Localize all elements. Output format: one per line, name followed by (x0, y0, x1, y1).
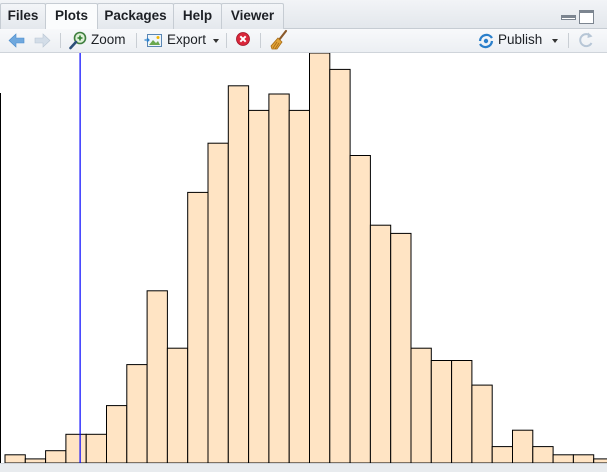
histogram-bar (410, 347, 432, 463)
pane-bottom-edge (0, 463, 607, 472)
tab-help[interactable]: Help (173, 3, 222, 29)
zoom-icon (69, 31, 87, 50)
export-label: Export (167, 32, 207, 47)
histogram-bar (349, 155, 371, 463)
histogram-bar (166, 347, 189, 463)
plots-toolbar: Zoom Export Publish (0, 29, 607, 53)
histogram-bar (288, 109, 311, 463)
histogram-bar (65, 433, 87, 463)
toolbar-divider (60, 33, 61, 48)
tab-plots[interactable]: Plots (45, 3, 98, 30)
histogram-bar (552, 454, 574, 463)
histogram-bar (451, 360, 473, 463)
histogram-bar (532, 446, 554, 463)
minimize-pane-button[interactable] (561, 15, 576, 20)
histogram-bar (369, 224, 392, 463)
chevron-down-icon (213, 39, 219, 43)
histogram-bar (227, 85, 250, 463)
histogram-bar (309, 53, 331, 463)
histogram-bar (512, 429, 534, 463)
histogram-bar (106, 405, 128, 463)
arrow-right-icon (34, 33, 51, 48)
publish-icon (478, 33, 494, 49)
histogram-bar (572, 454, 595, 463)
pane-tab-strip: Files Plots Packages Help Viewer (0, 0, 607, 30)
refresh-icon (579, 32, 593, 48)
histogram-bar (471, 384, 493, 463)
tab-viewer[interactable]: Viewer (221, 3, 284, 29)
arrow-left-icon (8, 33, 25, 48)
histogram-bar (126, 364, 148, 463)
toolbar-divider (260, 33, 261, 48)
histogram-bar (45, 450, 67, 463)
forward-button[interactable] (33, 29, 53, 52)
remove-plot-icon (236, 32, 250, 46)
histogram-bar (390, 232, 412, 463)
histogram-bar (207, 142, 229, 463)
chevron-down-icon (552, 39, 558, 43)
histogram-bar (329, 68, 351, 463)
back-button[interactable] (6, 29, 26, 52)
publish-label: Publish (498, 32, 543, 47)
toolbar-divider (136, 33, 137, 48)
histogram-bar (248, 109, 270, 463)
toolbar-divider (568, 33, 569, 48)
maximize-pane-button[interactable] (579, 10, 594, 24)
broom-icon (270, 29, 288, 50)
histogram-chart (0, 53, 607, 463)
toolbar-divider (226, 33, 227, 48)
clear-all-plots-button[interactable] (268, 29, 290, 52)
tab-files[interactable]: Files (0, 3, 46, 29)
zoom-label: Zoom (91, 32, 126, 47)
histogram-bar (491, 446, 514, 463)
histogram-bar (187, 191, 209, 463)
histogram-bar (268, 93, 290, 463)
histogram-bar (4, 454, 26, 463)
export-image-icon (144, 34, 162, 47)
remove-plot-button[interactable] (234, 29, 254, 52)
plot-area (0, 53, 607, 472)
tab-packages[interactable]: Packages (97, 3, 174, 29)
refresh-button[interactable] (576, 29, 596, 52)
histogram-bar (85, 433, 107, 463)
histogram-bar (146, 290, 168, 463)
histogram-bar (430, 360, 453, 463)
